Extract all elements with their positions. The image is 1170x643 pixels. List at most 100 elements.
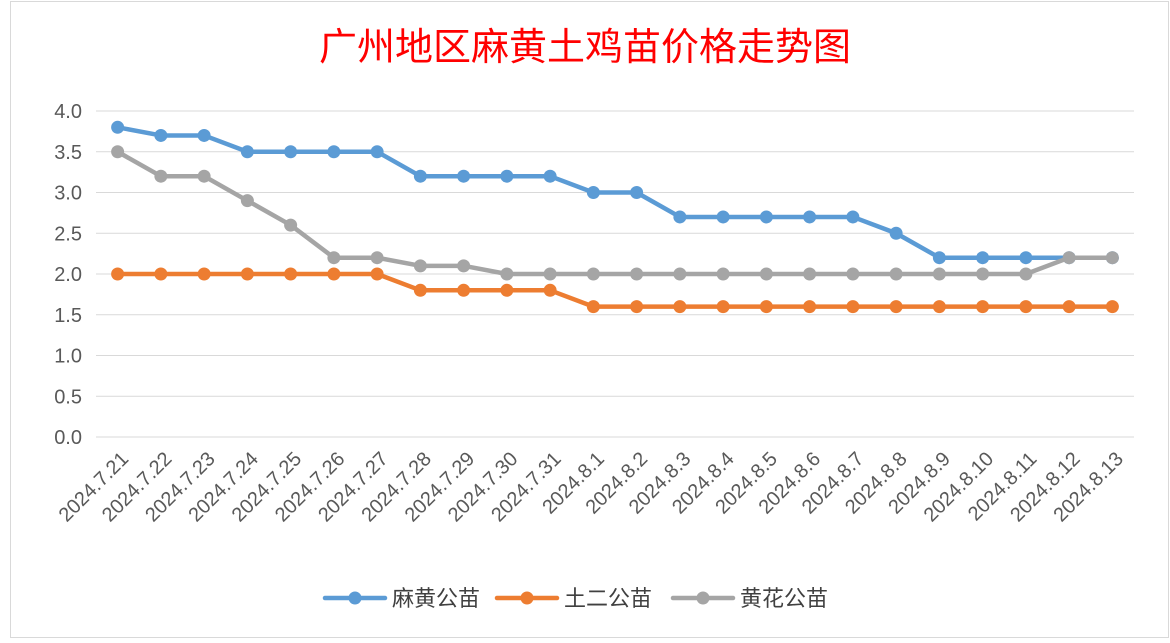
data-point xyxy=(846,300,860,314)
series-line xyxy=(115,271,1115,309)
data-point xyxy=(1062,251,1076,265)
data-point xyxy=(327,251,341,265)
data-point xyxy=(759,300,773,314)
data-point xyxy=(197,169,211,183)
series-3 xyxy=(111,145,1119,281)
data-point xyxy=(240,267,254,281)
series-line xyxy=(115,125,1115,260)
legend-item: 麻黄公苗 xyxy=(322,587,480,612)
data-point xyxy=(976,267,990,281)
data-point xyxy=(154,169,168,183)
data-point xyxy=(846,267,860,281)
data-point xyxy=(327,267,341,281)
y-tick-label: 2.5 xyxy=(54,223,82,245)
data-point xyxy=(1019,267,1033,281)
y-tick-label: 0.5 xyxy=(54,386,82,408)
data-point xyxy=(803,210,817,224)
data-point xyxy=(932,251,946,265)
series-lines xyxy=(111,120,1119,314)
data-point xyxy=(673,267,687,281)
data-point xyxy=(240,145,254,159)
data-point xyxy=(284,145,298,159)
series-line xyxy=(115,149,1115,277)
data-point xyxy=(932,300,946,314)
data-point xyxy=(413,259,427,273)
data-point xyxy=(889,226,903,240)
data-point xyxy=(803,300,817,314)
data-point xyxy=(111,120,125,134)
data-point xyxy=(716,210,730,224)
data-point xyxy=(630,267,644,281)
legend: 麻黄公苗 土二公苗 黄花公苗 xyxy=(322,587,828,612)
data-point xyxy=(543,283,557,297)
series-2 xyxy=(111,267,1119,314)
data-point xyxy=(976,300,990,314)
legend-marker xyxy=(696,591,710,605)
y-tick-label: 3.5 xyxy=(54,142,82,164)
data-point xyxy=(803,267,817,281)
data-point xyxy=(154,128,168,142)
y-tick-label: 4.0 xyxy=(54,101,82,123)
data-point xyxy=(413,283,427,297)
y-tick-label: 1.5 xyxy=(54,305,82,327)
legend-label: 黄花公苗 xyxy=(740,587,828,612)
data-point xyxy=(889,300,903,314)
data-point xyxy=(932,267,946,281)
data-point xyxy=(457,259,471,273)
data-point xyxy=(1105,251,1119,265)
chart-border xyxy=(10,1,1169,638)
data-point xyxy=(889,267,903,281)
legend-marker xyxy=(520,591,534,605)
legend-label: 麻黄公苗 xyxy=(392,587,480,612)
data-point xyxy=(284,218,298,232)
legend-item: 黄花公苗 xyxy=(670,587,828,612)
data-point xyxy=(413,169,427,183)
data-point xyxy=(673,300,687,314)
data-point xyxy=(500,283,514,297)
data-point xyxy=(457,169,471,183)
data-point xyxy=(586,300,600,314)
y-tick-label: 1.0 xyxy=(54,346,82,368)
y-tick-label: 3.0 xyxy=(54,183,82,205)
legend-marker xyxy=(348,591,362,605)
data-point xyxy=(759,267,773,281)
data-point xyxy=(1019,251,1033,265)
data-point xyxy=(1105,300,1119,314)
data-point xyxy=(543,169,557,183)
y-axis-ticks: 0.0 0.5 1.0 1.5 2.0 2.5 3.0 3.5 4.0 xyxy=(54,101,82,449)
data-point xyxy=(716,267,730,281)
data-point xyxy=(284,267,298,281)
data-point xyxy=(197,267,211,281)
data-point xyxy=(630,186,644,199)
data-point xyxy=(1062,300,1076,314)
data-point xyxy=(111,267,125,281)
data-point xyxy=(586,267,600,281)
data-point xyxy=(240,194,254,208)
data-point xyxy=(370,251,384,265)
data-point xyxy=(500,267,514,281)
y-tick-label: 2.0 xyxy=(54,264,82,286)
data-point xyxy=(327,145,341,159)
legend-label: 土二公苗 xyxy=(564,587,652,612)
data-point xyxy=(370,145,384,159)
data-point xyxy=(630,300,644,314)
legend-item: 土二公苗 xyxy=(494,587,652,612)
data-point xyxy=(1019,300,1033,314)
data-point xyxy=(716,300,730,314)
data-point xyxy=(500,169,514,183)
data-point xyxy=(154,267,168,281)
data-point xyxy=(457,283,471,297)
data-point xyxy=(111,145,125,159)
data-point xyxy=(586,186,600,199)
data-point xyxy=(543,267,557,281)
data-point xyxy=(846,210,860,224)
data-point xyxy=(197,128,211,142)
data-point xyxy=(673,210,687,224)
data-point xyxy=(759,210,773,224)
y-tick-label: 0.0 xyxy=(54,427,82,449)
chart-title: 广州地区麻黄土鸡苗价格走势图 xyxy=(319,25,851,69)
data-point xyxy=(370,267,384,281)
data-point xyxy=(976,251,990,265)
